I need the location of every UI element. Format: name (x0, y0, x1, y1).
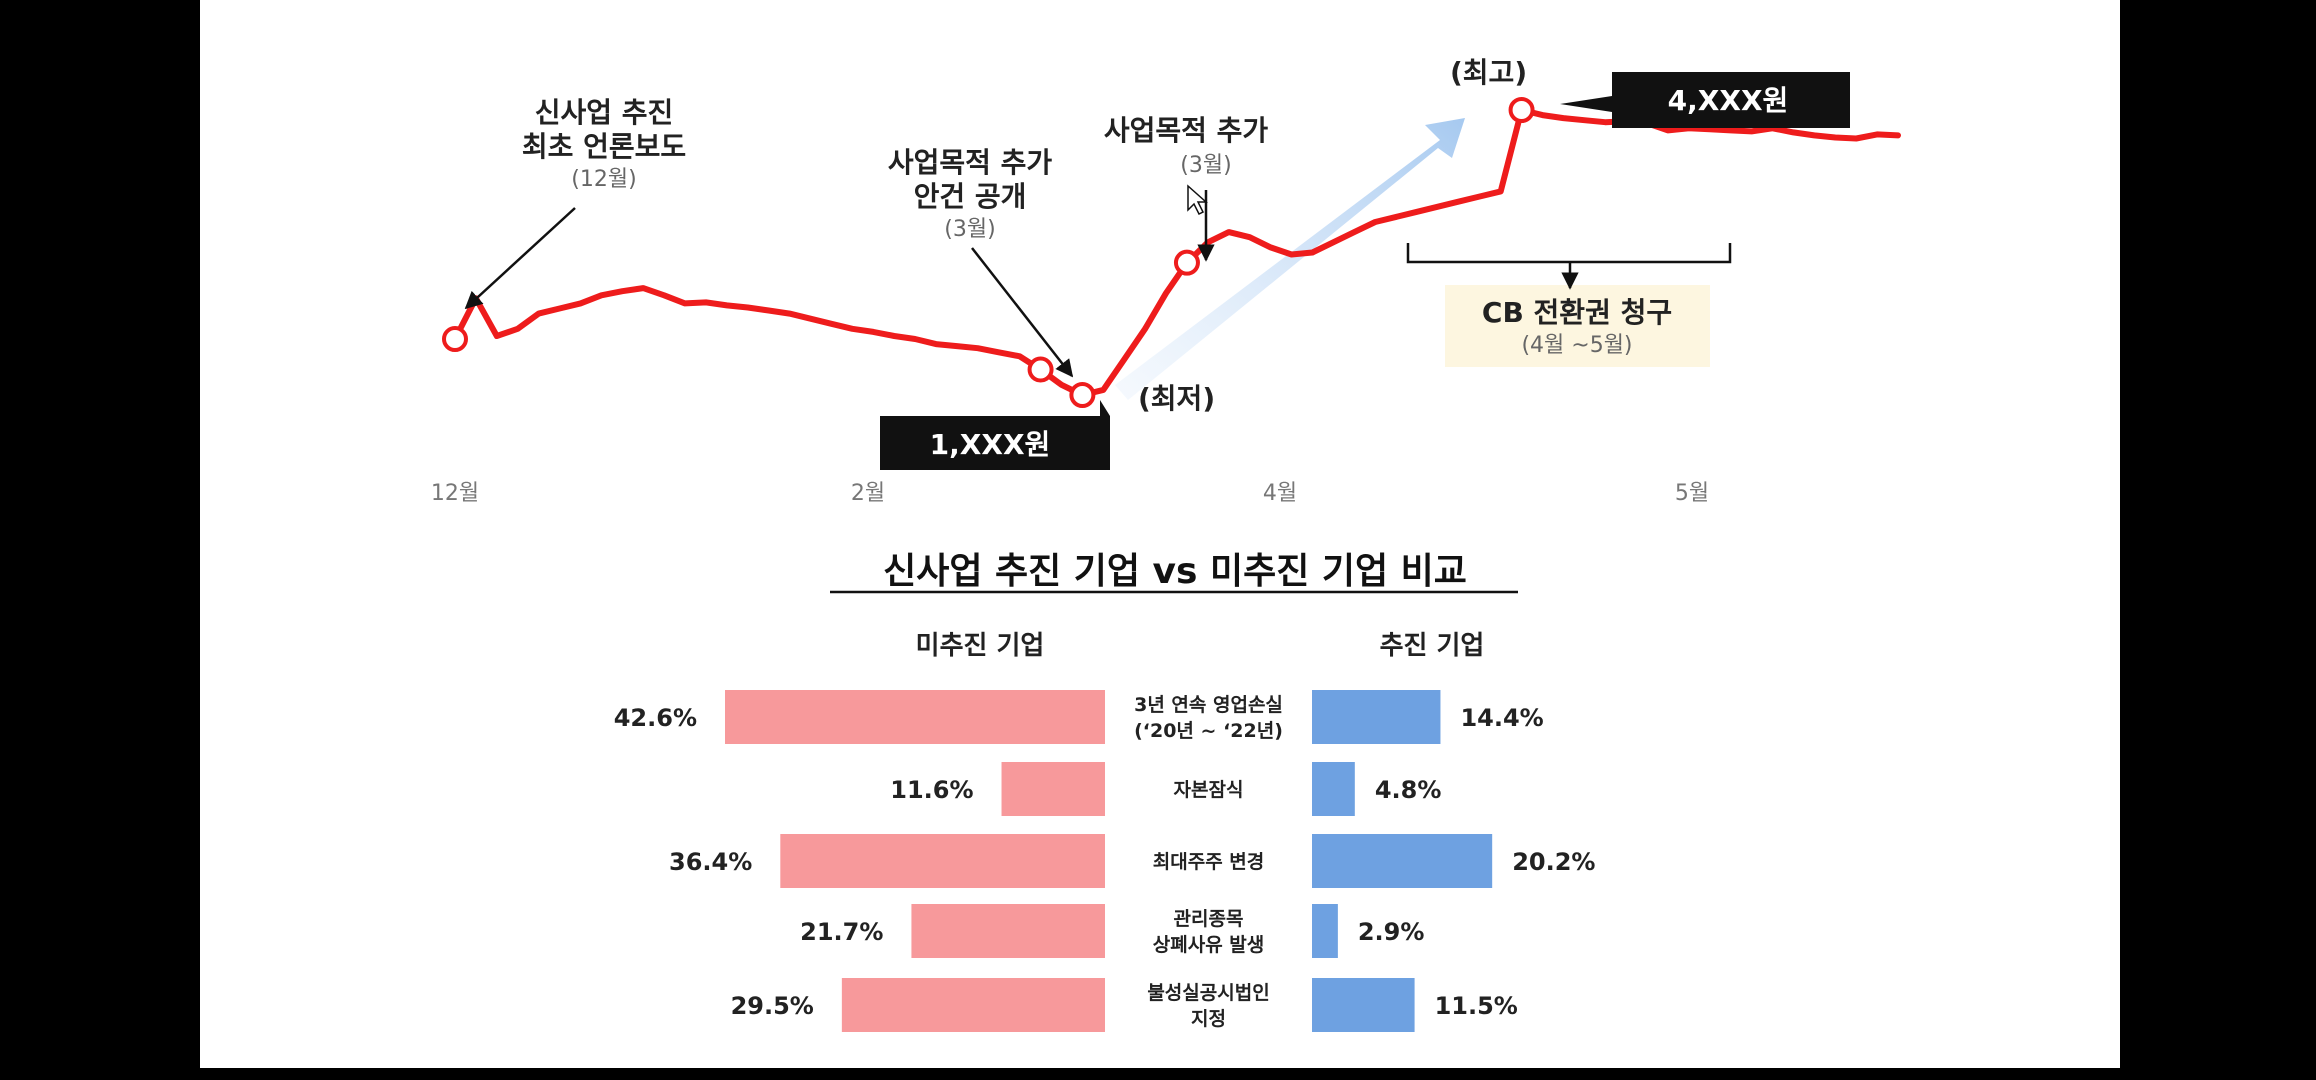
bar-right-value: 2.9% (1358, 918, 1425, 946)
high-price-value: 4,XXX원 (1668, 84, 1789, 117)
bar-left (841, 978, 1105, 1032)
annotation-title-line: 사업목적 추가 (888, 146, 1053, 179)
high-price-tag (1560, 72, 1850, 128)
category-label: 불성실공시법인 (1147, 982, 1269, 1004)
bar-left-value: 11.6% (890, 776, 973, 804)
bar-right-value: 20.2% (1512, 848, 1595, 876)
bar-left (1001, 762, 1105, 816)
annotation-title-line: CB 전환권 청구 (1482, 296, 1672, 329)
bar-right-value: 14.4% (1460, 704, 1543, 732)
bar-right (1312, 762, 1355, 816)
annotation-title-line: 최초 언론보도 (522, 130, 686, 163)
category-label: 최대주주 변경 (1153, 851, 1265, 873)
bar-left-value: 29.5% (731, 992, 814, 1020)
category-label: 지정 (1191, 1008, 1226, 1030)
low-label: (최저) (1138, 382, 1215, 415)
low-price-value: 1,XXX원 (930, 428, 1051, 461)
bar-right (1312, 904, 1338, 958)
x-tick-label: 12월 (431, 481, 479, 506)
bar-left (911, 904, 1105, 958)
bar-left-value: 42.6% (614, 704, 697, 732)
bar-right-value: 4.8% (1375, 776, 1442, 804)
annotation-purpose-agenda: 사업목적 추가 안건 공개 (3월) (888, 146, 1074, 378)
category-label: 자본잠식 (1174, 779, 1244, 801)
annotation-date: (12월) (571, 167, 636, 192)
category-label: 3년 연속 영업손실 (1134, 694, 1283, 716)
right-series-header: 추진 기업 (1380, 631, 1485, 661)
chart-panel (200, 0, 2120, 1068)
bar-right-value: 11.5% (1435, 992, 1518, 1020)
x-tick-label: 4월 (1263, 481, 1297, 506)
annotation-arrow (971, 247, 1074, 378)
annotation-date: (4월 ~5월) (1521, 333, 1632, 358)
marker-high (1508, 97, 1535, 123)
annotation-title-line: 신사업 추진 (535, 96, 674, 129)
annotation-date: (3월) (1180, 153, 1231, 178)
comparison-title: 신사업 추진 기업 vs 미추진 기업 비교 (883, 551, 1467, 592)
bar-rows: 42.6% 14.4% 3년 연속 영업손실 (‘20년 ~ ‘22년) 11.6% 4.… (614, 690, 1595, 1032)
low-price-callout: (최저) 1,XXX원 (880, 382, 1215, 470)
x-tick-label: 2월 (851, 481, 885, 506)
annotation-title-line: 사업목적 추가 (1104, 114, 1269, 147)
cb-label-box (1445, 285, 1710, 367)
marker-added (1173, 249, 1200, 276)
bar-left-value: 36.4% (669, 848, 752, 876)
annotation-title-line: 안건 공개 (914, 180, 1027, 213)
left-series-header: 미추진 기업 (916, 631, 1045, 661)
bar-left (725, 690, 1105, 744)
bar-right (1312, 834, 1493, 888)
annotation-date: (3월) (944, 217, 995, 242)
bar-right (1312, 690, 1441, 744)
x-tick-label: 5월 (1675, 481, 1709, 506)
annotation-purpose-added: 사업목적 추가 (3월) (1104, 114, 1269, 262)
marker-agenda (1027, 356, 1054, 383)
cursor-icon (1187, 184, 1208, 216)
high-label: (최고) (1450, 56, 1527, 89)
annotation-first-report: 신사업 추진 최초 언론보도 (12월) (464, 96, 686, 310)
bar-right (1312, 978, 1415, 1032)
annotation-arrow (464, 207, 576, 310)
category-label: 관리종목 (1174, 908, 1244, 930)
trend-highlight-arrow (1115, 118, 1465, 400)
comparison-bar-chart: 신사업 추진 기업 vs 미추진 기업 비교 미추진 기업 추진 기업 42.6… (614, 551, 1595, 1032)
category-label: 상폐사유 발생 (1153, 934, 1265, 956)
x-axis-ticks: 12월 2월 4월 5월 (431, 481, 1709, 506)
low-price-tag (880, 400, 1110, 470)
category-label: (‘20년 ~ ‘22년) (1134, 720, 1283, 742)
marker-low (1069, 382, 1096, 408)
event-markers (442, 97, 1535, 408)
bar-left-value: 21.7% (800, 918, 883, 946)
high-price-callout: (최고) 4,XXX원 (1450, 56, 1850, 128)
marker-start (442, 326, 468, 353)
annotation-cb-conversion: CB 전환권 청구 (4월 ~5월) (1406, 243, 1732, 358)
bar-left (780, 834, 1105, 888)
